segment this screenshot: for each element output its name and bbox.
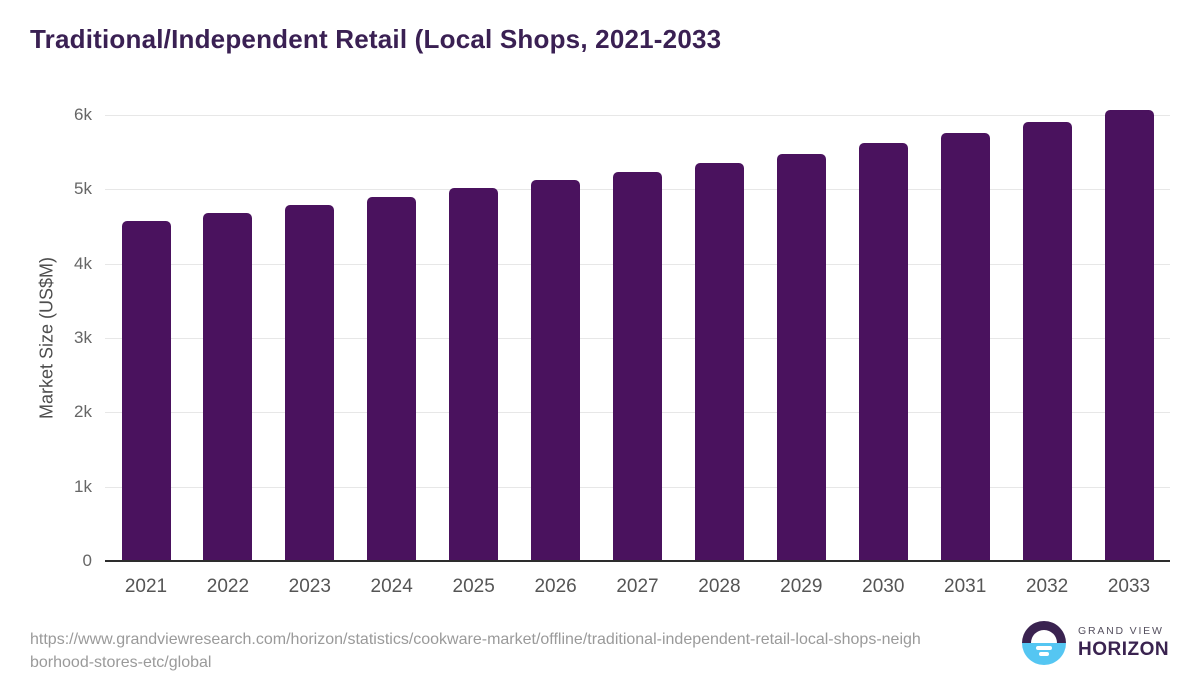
horizon-sun-icon [1022,621,1066,665]
brand-name-top: GRAND VIEW [1078,625,1164,637]
y-tick-label-0: 0 [82,551,92,570]
x-tick-label-2032: 2032 [1025,576,1069,597]
x-tick-label-2024: 2024 [370,576,413,597]
y-tick-label-6k: 6k [74,105,92,124]
bar-2032[interactable] [1022,121,1072,560]
bar-2028[interactable] [694,163,744,560]
bar-2033[interactable] [1104,109,1154,560]
brand-name-bottom: HORIZON [1078,639,1170,660]
source-url-line-2: borhood-stores-etc/global [30,654,212,671]
bar-2025[interactable] [449,188,499,560]
sun-dome-shape [1031,630,1057,643]
y-tick-label-1k: 1k [74,477,92,496]
x-tick-label-2029: 2029 [780,576,823,597]
logo-wordmark: GRAND VIEW HORIZON [1078,625,1169,661]
bar-2026[interactable] [531,180,581,560]
x-tick-label-2027: 2027 [616,576,659,597]
bar-2029[interactable] [776,154,826,560]
x-axis-line [105,560,1170,562]
x-tick-label-2030: 2030 [862,576,905,597]
y-tick-label-2k: 2k [74,402,92,421]
page-title: Traditional/Independent Retail (Local Sh… [30,24,722,54]
horizon-line-1 [1036,646,1052,650]
x-tick-label-2033: 2033 [1107,576,1151,597]
grand-view-horizon-logo: GRAND VIEW HORIZON [1022,621,1169,665]
x-tick-label-2022: 2022 [206,576,250,597]
x-tick-label-2021: 2021 [124,576,168,597]
bar-2021[interactable] [121,221,171,560]
x-tick-label-2026: 2026 [534,576,577,597]
bar-2022[interactable] [203,212,253,560]
x-tick-label-2028: 2028 [698,576,741,597]
y-tick-label-4k: 4k [74,254,92,273]
y-tick-label-3k: 3k [74,328,92,347]
x-tick-label-2025: 2025 [452,576,495,597]
bar-2027[interactable] [613,172,662,560]
x-tick-label-2031: 2031 [944,576,987,597]
source-url: https://www.grandviewresearch.com/horizo… [30,628,921,674]
bar-2031[interactable] [940,132,990,560]
source-url-line-1: https://www.grandviewresearch.com/horizo… [30,631,921,648]
gridline-6k [105,115,1170,116]
x-tick-label-2023: 2023 [288,576,331,597]
bar-2024[interactable] [367,196,417,560]
y-tick-label-5k: 5k [74,179,92,198]
bar-2030[interactable] [858,143,908,560]
horizon-line-2 [1039,652,1049,656]
bar-2023[interactable] [285,204,335,560]
